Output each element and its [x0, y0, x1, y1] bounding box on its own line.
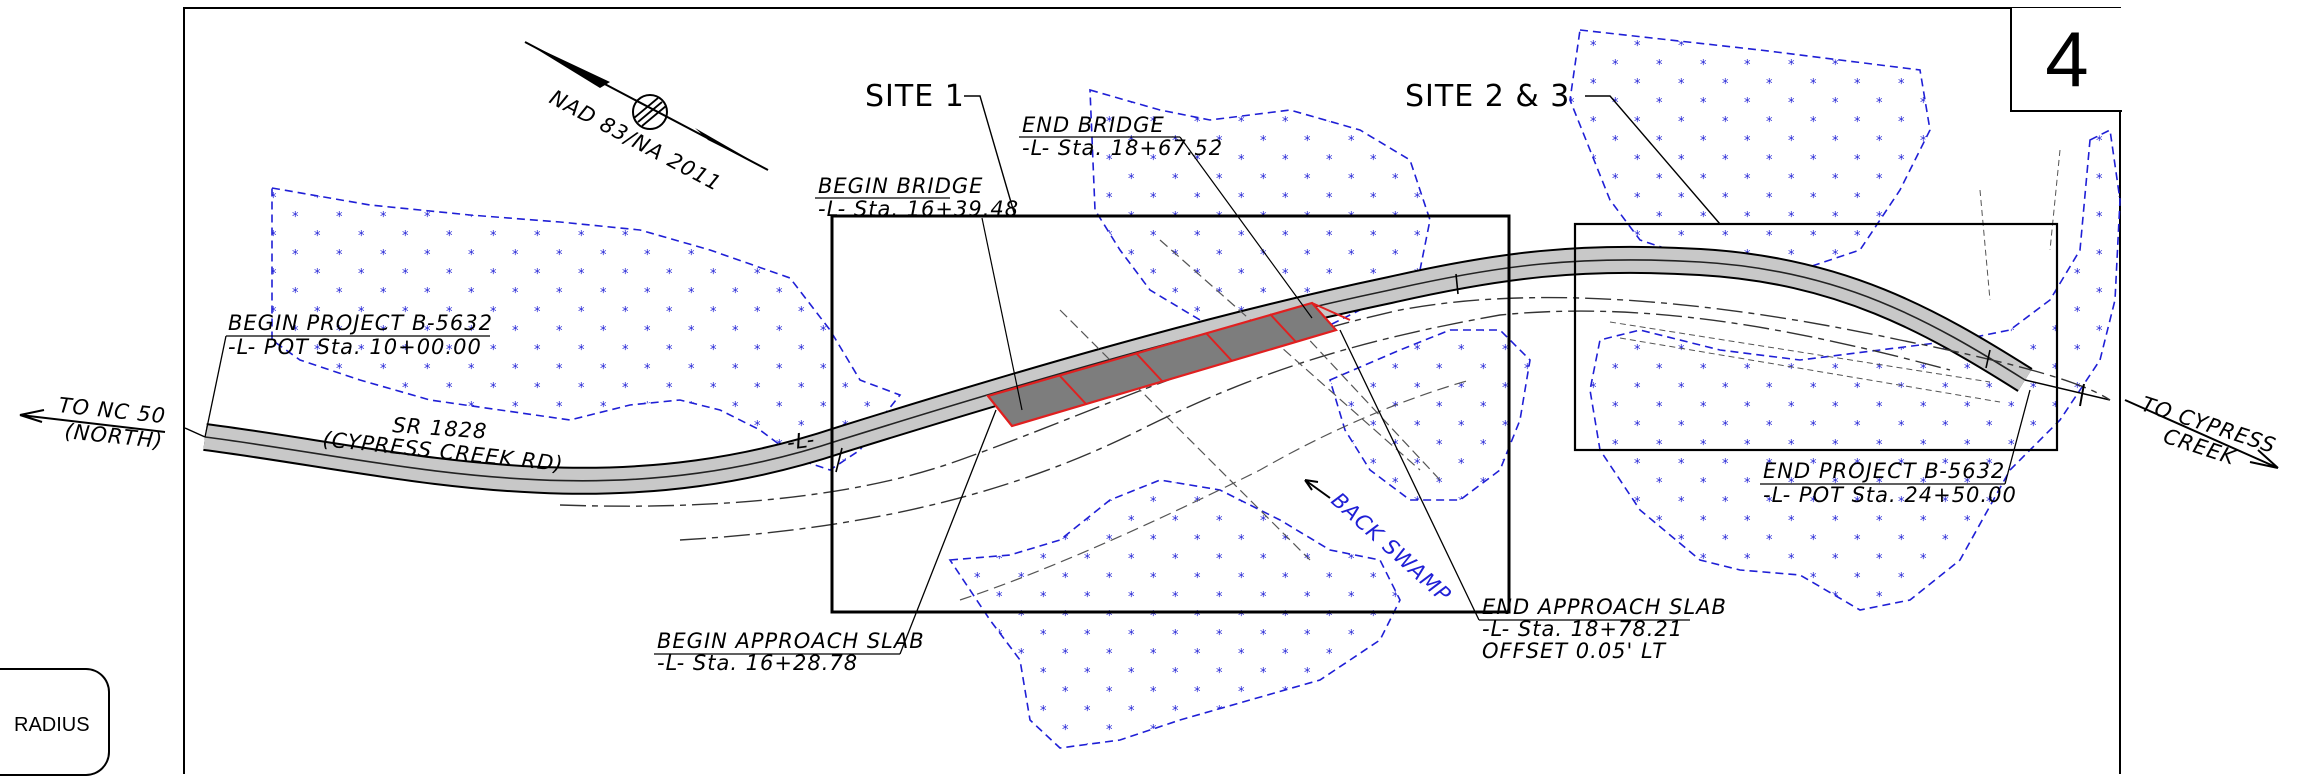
sheet-number: 4: [2045, 15, 2089, 103]
begin-slab-leader: [899, 409, 997, 655]
bridge-deck: [986, 301, 1338, 428]
bridge-bent-3: [1205, 332, 1233, 362]
begin-slab-line1: BEGIN APPROACH SLAB: [657, 629, 925, 653]
future-alignment-outer: [559, 296, 2111, 507]
survey-line-b: [1159, 239, 1421, 471]
radius-tab-label: RADIUS: [14, 714, 90, 736]
end-project-line1: END PROJECT B-5632: [1763, 459, 2005, 483]
site23-label: SITE 2 & 3: [1405, 79, 1570, 114]
wetland-zones: [271, 29, 2121, 749]
sheet-border: [183, 7, 2121, 774]
begin-project-leader: [204, 335, 227, 438]
site1-label: SITE 1: [865, 79, 965, 114]
wetland-south: [948, 479, 1401, 749]
begin-slab-line2: -L- Sta. 16+28.78: [657, 651, 858, 675]
end-project-bar: [2079, 383, 2085, 407]
begin-bridge-callout: BEGIN BRIDGE -L- Sta. 16+39.48: [815, 174, 1023, 411]
sheet-number-box: 4: [2010, 8, 2122, 112]
end-slab-line1: END APPROACH SLAB: [1482, 595, 1727, 619]
begin-bridge-line1: BEGIN BRIDGE: [818, 174, 983, 198]
future-alignment-inner: [679, 310, 1951, 541]
wetland-site23: [1569, 29, 1931, 271]
site1-leader: [964, 95, 1016, 217]
station-tick-begin: [835, 447, 843, 473]
end-project-callout: END PROJECT B-5632 -L- POT Sta. 24+50.00: [1760, 389, 2031, 507]
wetland-central: [1329, 329, 1531, 501]
approach-slab-west: [987, 395, 1013, 427]
begin-slab-callout: BEGIN APPROACH SLAB -L- Sta. 16+28.78: [654, 409, 997, 675]
end-slab-callout: END APPROACH SLAB -L- Sta. 18+78.21 OFFS…: [1339, 329, 1727, 663]
wetland-east: [1589, 128, 2121, 611]
end-bridge-leader: [1179, 136, 1313, 319]
swamp-arrow-icon: [1304, 479, 1331, 499]
nowet-line-4: [2049, 149, 2061, 251]
end-bridge-callout: END BRIDGE -L- Sta. 18+67.52: [1019, 113, 1313, 319]
site1-box: [830, 214, 1511, 614]
bridge: [986, 301, 1351, 428]
north-arrow-circle: [632, 94, 668, 130]
station-tick-mid: [1455, 273, 1459, 295]
north-arrow: NAD 83/NA 2011: [524, 41, 769, 196]
site23-box: [1573, 222, 2059, 452]
direction-west: TO NC 50 (NORTH): [19, 393, 167, 453]
direction-east: TO CYPRESS CREEK: [2124, 392, 2279, 470]
survey-line-a: [1059, 309, 1311, 561]
north-arrow-shaft: [524, 41, 769, 171]
begin-bridge-leader: [981, 217, 1023, 411]
arrow-west-icon: [19, 409, 166, 433]
nowet-line-1: [1609, 321, 1991, 383]
arrow-east-icon: [2124, 399, 2279, 469]
begin-project-line2: -L- POT Sta. 10+00.00: [228, 335, 482, 359]
end-bridge-line1: END BRIDGE: [1022, 113, 1165, 137]
bridge-bent-1: [1059, 375, 1087, 405]
end-bridge-line2: -L- Sta. 18+67.52: [1022, 136, 1223, 160]
end-slab-line2: -L- Sta. 18+78.21: [1482, 617, 1683, 641]
site23-leader: [1585, 95, 1721, 225]
end-slab-leader: [1339, 329, 1480, 621]
wetland-west: [271, 187, 902, 471]
begin-project-callout: BEGIN PROJECT B-5632 -L- POT Sta. 10+00.…: [204, 311, 493, 438]
nowet-line-2: [1619, 337, 2001, 403]
bridge-bent-2: [1135, 352, 1163, 382]
nowet-line-3: [1979, 189, 1991, 301]
north-arrow-hatch: [633, 97, 667, 127]
alignment-extension-west: [184, 427, 206, 438]
begin-project-line1: BEGIN PROJECT B-5632: [228, 311, 493, 335]
end-slab-line3: OFFSET 0.05' LT: [1482, 639, 1667, 663]
radius-tab[interactable]: RADIUS: [0, 668, 110, 776]
begin-bridge-line2: -L- Sta. 16+39.48: [818, 197, 1019, 221]
station-tick-east: [1985, 349, 1991, 369]
alignment-extension-east: [2024, 379, 2111, 401]
approach-slab-east: [1311, 302, 1351, 321]
survey-line-c: [1299, 329, 1441, 481]
end-project-leader: [2004, 389, 2031, 485]
alignment-label: -L-: [785, 427, 816, 455]
bridge-bent-4: [1269, 313, 1297, 343]
end-project-line2: -L- POT Sta. 24+50.00: [1763, 483, 2017, 507]
